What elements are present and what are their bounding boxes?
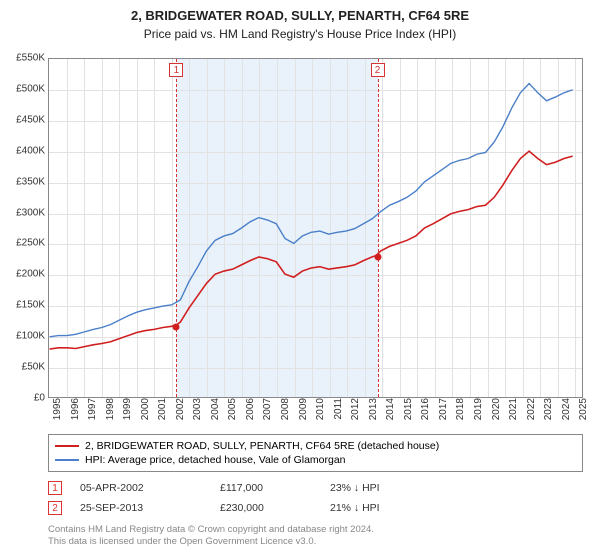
y-axis-label: £100K [5,331,45,342]
x-axis-label: 2014 [385,398,396,428]
transaction-date: 25-SEP-2013 [80,502,220,514]
transaction-hpi: 23% ↓ HPI [330,482,450,494]
y-axis-label: £500K [5,83,45,94]
legend: 2, BRIDGEWATER ROAD, SULLY, PENARTH, CF6… [48,434,583,472]
y-axis-label: £450K [5,114,45,125]
plot-area: 12 [48,58,583,398]
chart-container: 2, BRIDGEWATER ROAD, SULLY, PENARTH, CF6… [0,0,600,560]
x-axis-label: 2017 [438,398,449,428]
legend-item: HPI: Average price, detached house, Vale… [55,453,576,467]
transaction-date: 05-APR-2002 [80,482,220,494]
x-axis-label: 2008 [280,398,291,428]
x-axis-label: 2004 [210,398,221,428]
transaction-marker-icon: 1 [48,481,62,495]
x-axis-label: 2007 [262,398,273,428]
chart-subtitle: Price paid vs. HM Land Registry's House … [0,25,600,47]
legend-label: 2, BRIDGEWATER ROAD, SULLY, PENARTH, CF6… [85,440,439,452]
transaction-hpi: 21% ↓ HPI [330,502,450,514]
x-axis-label: 2001 [157,398,168,428]
series-blue [50,84,573,337]
y-axis-label: £550K [5,53,45,64]
x-axis-label: 1998 [105,398,116,428]
x-axis-label: 2009 [298,398,309,428]
x-axis-label: 2005 [227,398,238,428]
y-axis-label: £400K [5,145,45,156]
y-axis-label: £300K [5,207,45,218]
x-axis-label: 2015 [403,398,414,428]
x-axis-label: 2020 [491,398,502,428]
x-axis-label: 2011 [333,398,344,428]
legend-swatch-blue [55,459,79,461]
sale-marker-box: 2 [371,63,385,77]
x-axis-label: 2025 [578,398,589,428]
sale-point-marker [374,253,381,260]
transaction-price: £117,000 [220,482,330,494]
chart-title: 2, BRIDGEWATER ROAD, SULLY, PENARTH, CF6… [0,0,600,25]
transaction-table: 1 05-APR-2002 £117,000 23% ↓ HPI 2 25-SE… [48,478,450,518]
x-axis-label: 2013 [368,398,379,428]
line-series [49,59,582,397]
transaction-marker-icon: 2 [48,501,62,515]
y-axis-label: £350K [5,176,45,187]
x-axis-label: 2018 [455,398,466,428]
x-axis-label: 2021 [508,398,519,428]
x-axis-label: 2023 [543,398,554,428]
x-axis-label: 1995 [52,398,63,428]
x-axis-label: 1997 [87,398,98,428]
footer-line: This data is licensed under the Open Gov… [48,536,374,548]
y-axis-label: £0 [5,393,45,404]
footer-line: Contains HM Land Registry data © Crown c… [48,524,374,536]
y-axis-label: £150K [5,300,45,311]
y-axis-label: £250K [5,238,45,249]
x-axis-label: 2016 [420,398,431,428]
y-axis-label: £50K [5,362,45,373]
x-axis-label: 2012 [350,398,361,428]
x-axis-label: 2024 [561,398,572,428]
x-axis-label: 2006 [245,398,256,428]
legend-item: 2, BRIDGEWATER ROAD, SULLY, PENARTH, CF6… [55,439,576,453]
x-axis-label: 2022 [526,398,537,428]
sale-marker-box: 1 [169,63,183,77]
y-axis-label: £200K [5,269,45,280]
transaction-price: £230,000 [220,502,330,514]
x-axis-label: 1996 [70,398,81,428]
series-red [50,151,573,349]
legend-label: HPI: Average price, detached house, Vale… [85,454,346,466]
table-row: 1 05-APR-2002 £117,000 23% ↓ HPI [48,478,450,498]
x-axis-label: 2019 [473,398,484,428]
x-axis-label: 2003 [192,398,203,428]
footer-attribution: Contains HM Land Registry data © Crown c… [48,524,374,549]
x-axis-label: 2000 [140,398,151,428]
table-row: 2 25-SEP-2013 £230,000 21% ↓ HPI [48,498,450,518]
x-axis-label: 1999 [122,398,133,428]
x-axis-label: 2002 [175,398,186,428]
x-axis-label: 2010 [315,398,326,428]
sale-point-marker [173,323,180,330]
legend-swatch-red [55,445,79,447]
